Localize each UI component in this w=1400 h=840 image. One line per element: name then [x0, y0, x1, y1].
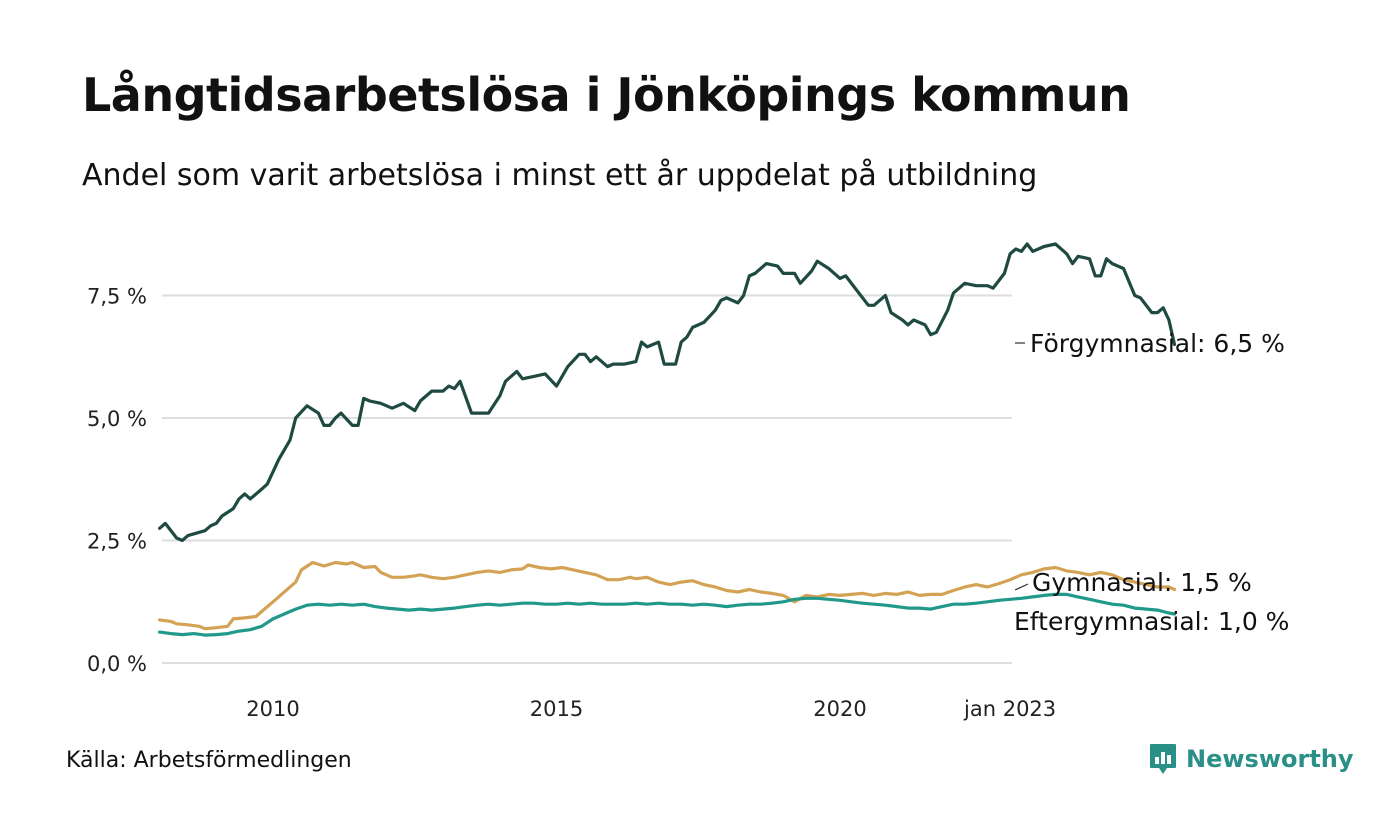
chart-subtitle: Andel som varit arbetslösa i minst ett å…	[82, 158, 1038, 193]
series-labels: Förgymnasial: 6,5 % Gymnasial: 1,5 % Efter…	[1014, 329, 1289, 636]
series-line-förgymnasial	[158, 242, 1177, 543]
x-tick-label: jan 2023	[963, 697, 1056, 721]
y-tick-label: 7,5 %	[87, 285, 147, 309]
series-label-förgymnasial: Förgymnasial: 6,5 %	[1030, 329, 1285, 358]
y-axis: 0,0 % 2,5 % 5,0 % 7,5 %	[87, 285, 147, 677]
label-leader-line	[1014, 583, 1029, 591]
series-line-gymnasial	[158, 560, 1177, 631]
bar-chart-speech-bubble-icon	[1150, 744, 1176, 774]
source-note: Källa: Arbetsförmedlingen	[66, 748, 352, 773]
chart-title: Långtidsarbetslösa i Jönköpings kommun	[82, 68, 1131, 122]
series-label-gymnasial: Gymnasial: 1,5 %	[1032, 568, 1252, 597]
y-tick-label: 0,0 %	[87, 652, 147, 676]
x-tick-label: 2015	[530, 697, 583, 721]
y-tick-label: 2,5 %	[87, 530, 147, 554]
series-line-eftergymnasial	[158, 592, 1177, 637]
y-tick-label: 5,0 %	[87, 407, 147, 431]
x-tick-label: 2020	[813, 697, 866, 721]
series-layer	[158, 242, 1177, 637]
brand-logo: Newsworthy	[1148, 742, 1354, 776]
series-label-eftergymnasial: Eftergymnasial: 1,0 %	[1014, 607, 1289, 636]
x-tick-label: 2010	[246, 697, 299, 721]
x-axis: 2010 2015 2020 jan 2023	[246, 697, 1056, 721]
brand-name: Newsworthy	[1186, 745, 1354, 773]
grid-layer	[162, 294, 1012, 664]
